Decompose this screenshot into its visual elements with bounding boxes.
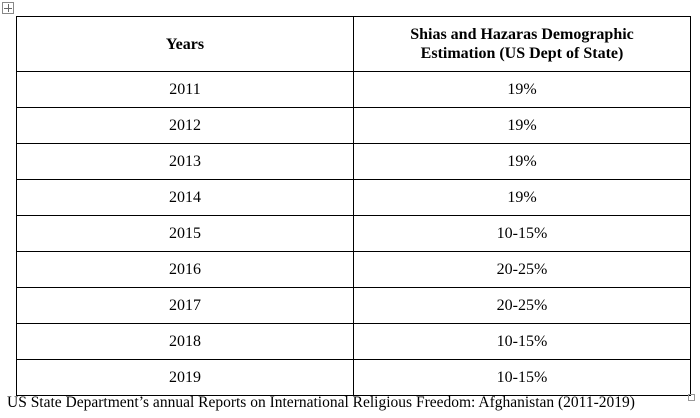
data-table: Years Shias and Hazaras Demographic Esti… [16,16,691,396]
caption: US State Department’s annual Reports on … [7,394,635,411]
header-cell: Years [16,16,354,72]
estimate-cell: 20-25% [353,287,691,324]
header-text: Shias and Hazaras Demographic Estimation… [410,26,634,62]
table-row: 2019 10-15% [16,359,691,396]
header-text: Years [165,35,205,53]
year-cell: 2015 [16,215,354,252]
estimate-cell: 10-15% [353,215,691,252]
estimate-cell: 20-25% [353,251,691,288]
table-row: 2014 19% [16,179,691,216]
year-cell: 2012 [16,107,354,144]
table-row: 2016 20-25% [16,251,691,288]
year-cell: 2014 [16,179,354,216]
table-row: 2015 10-15% [16,215,691,252]
table-row: 2017 20-25% [16,287,691,324]
estimate-cell: 19% [353,179,691,216]
table-row: 2012 19% [16,107,691,144]
table-move-handle[interactable] [2,2,14,14]
estimate-cell: 19% [353,71,691,108]
year-cell: 2013 [16,143,354,180]
header-row: Years Shias and Hazaras Demographic Esti… [16,16,691,72]
table-row: 2011 19% [16,71,691,108]
table-body: 2011 19% 2012 19% 2013 19% 2014 19% 2015 10-15% 20… [16,71,691,396]
year-cell: 2011 [16,71,354,108]
table-row: 2018 10-15% [16,323,691,360]
year-cell: 2019 [16,359,354,396]
estimate-cell: 19% [353,143,691,180]
estimate-cell: 10-15% [353,323,691,360]
header-cell: Shias and Hazaras Demographic Estimation… [353,16,691,72]
estimate-cell: 19% [353,107,691,144]
year-cell: 2018 [16,323,354,360]
table-row: 2013 19% [16,143,691,180]
estimate-cell: 10-15% [353,359,691,396]
table-resize-handle[interactable] [688,394,695,401]
year-cell: 2017 [16,287,354,324]
year-cell: 2016 [16,251,354,288]
